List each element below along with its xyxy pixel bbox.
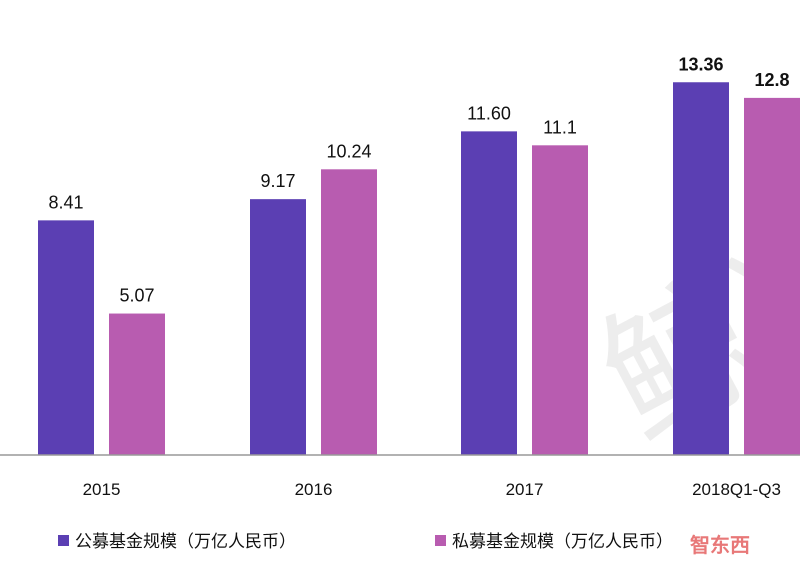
data-label-s0-2018Q1-Q3: 13.36 (678, 54, 723, 74)
bar-s1-2015 (109, 313, 165, 455)
data-label-s1-2017: 11.1 (543, 117, 577, 137)
x-tick-label: 2015 (83, 480, 121, 499)
bar-s1-2017 (532, 145, 588, 455)
data-label-s0-2015: 8.41 (48, 192, 83, 212)
legend-swatch-0 (58, 535, 69, 546)
x-tick-label: 2018Q1-Q3 (692, 480, 781, 499)
data-label-s1-2016: 10.24 (326, 141, 371, 161)
bar-s0-2018Q1-Q3 (673, 82, 729, 456)
bar-s1-2018Q1-Q3 (744, 97, 800, 455)
legend-label-0: 公募基金规模（万亿人民币） (75, 532, 296, 551)
bar-s0-2015 (38, 220, 94, 455)
x-tick-label: 2016 (295, 480, 333, 499)
data-label-s1-2015: 5.07 (119, 286, 154, 306)
data-label-s1-2018Q1-Q3: 12.8 (754, 70, 789, 90)
legend-swatch-1 (435, 535, 446, 546)
bar-s0-2017 (461, 131, 517, 456)
bar-s1-2016 (321, 169, 377, 455)
data-label-s0-2016: 9.17 (260, 171, 295, 191)
legend-label-1: 私募基金规模（万亿人民币） (452, 532, 673, 551)
data-label-s0-2017: 11.60 (467, 103, 511, 123)
bar-s0-2016 (250, 199, 306, 455)
x-tick-label: 2017 (506, 480, 544, 499)
logo: 智东西 (690, 533, 750, 557)
